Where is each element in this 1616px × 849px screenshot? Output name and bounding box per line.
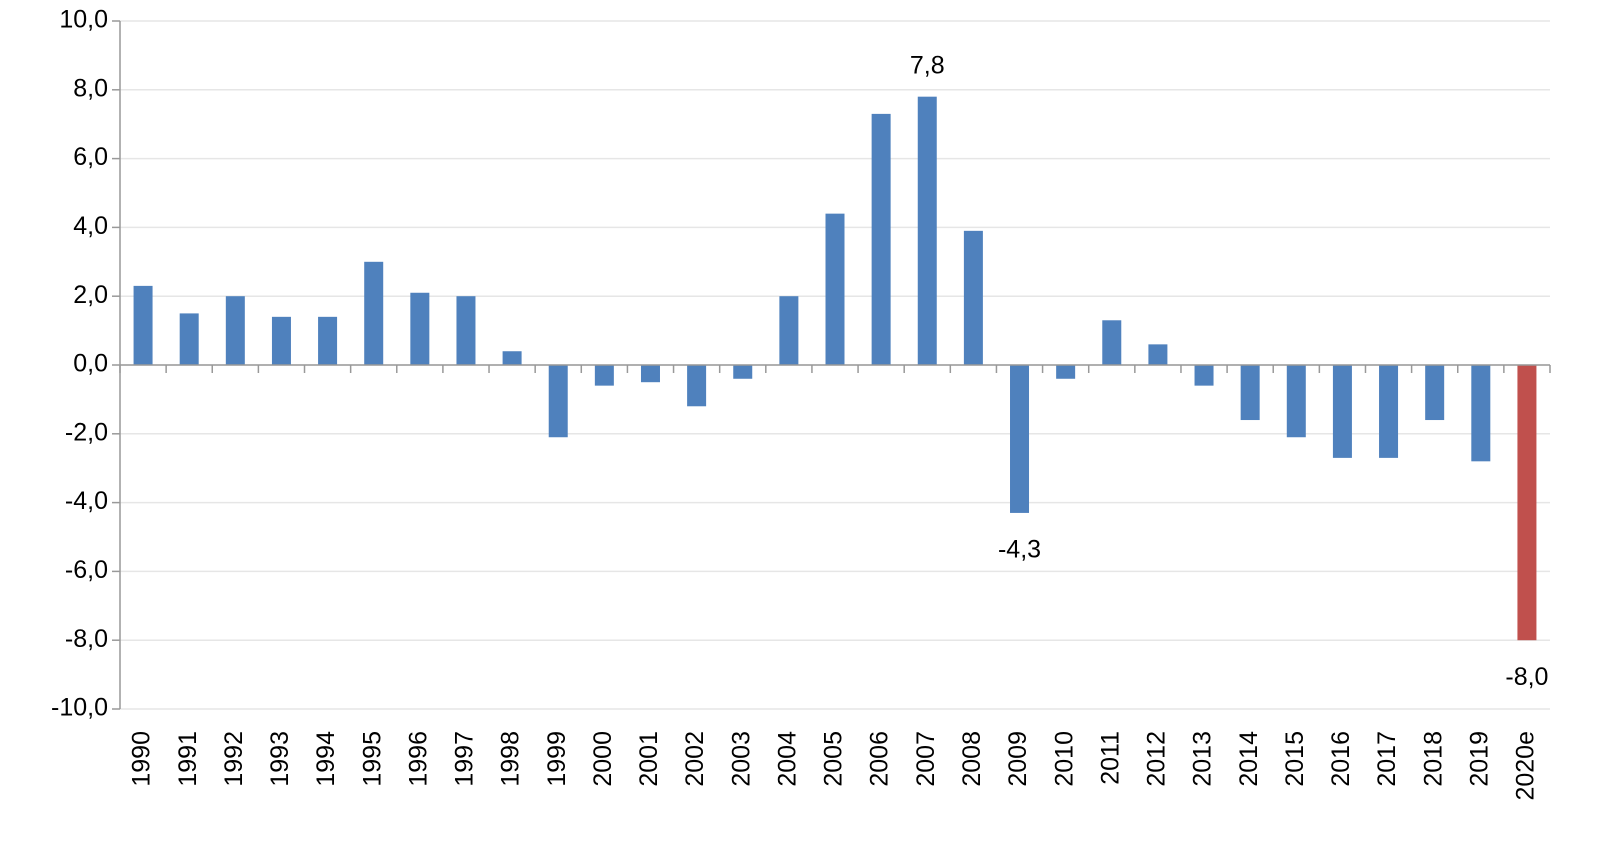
x-tick-label: 2000: [589, 731, 617, 787]
x-tick-label: 2003: [727, 731, 755, 787]
x-tick-label: 2016: [1327, 731, 1355, 787]
x-tick-label: 1994: [312, 731, 340, 787]
bar: [271, 316, 291, 365]
bar: [1332, 365, 1352, 458]
y-tick-label: 8,0: [73, 74, 108, 102]
x-tick-label: 2007: [912, 731, 940, 787]
y-tick-label: -2,0: [65, 418, 108, 446]
bar: [1286, 365, 1306, 438]
y-tick-label: 4,0: [73, 212, 108, 240]
bar: [1379, 365, 1399, 458]
bar: [456, 296, 476, 365]
x-tick-label: 2008: [958, 731, 986, 787]
x-tick-label: 2009: [1004, 731, 1032, 787]
x-tick-label: 1993: [266, 731, 294, 787]
x-tick-label: 1992: [220, 731, 248, 787]
x-tick-label: 1999: [543, 731, 571, 787]
bar: [133, 285, 153, 365]
bar: [594, 365, 614, 386]
x-tick-label: 2002: [681, 731, 709, 787]
y-tick-label: -8,0: [65, 625, 108, 653]
x-tick-label: 2015: [1281, 731, 1309, 787]
bar: [1517, 365, 1537, 641]
bar: [1102, 320, 1122, 365]
bar: [1010, 365, 1030, 513]
bar: [1056, 365, 1076, 379]
bar: [364, 261, 384, 365]
bar: [410, 292, 430, 365]
x-tick-label: 2011: [1096, 731, 1124, 785]
bar: [318, 316, 338, 365]
x-tick-label: 2017: [1373, 731, 1401, 787]
bar: [502, 351, 522, 365]
x-tick-label: 2006: [866, 731, 894, 787]
x-tick-label: 2005: [820, 731, 848, 787]
bar: [1194, 365, 1214, 386]
y-tick-label: -6,0: [65, 556, 108, 584]
y-tick-label: 6,0: [73, 143, 108, 171]
y-tick-label: -4,0: [65, 487, 108, 515]
data-label: -4,3: [998, 536, 1041, 564]
bar: [733, 365, 753, 379]
x-tick-label: 2018: [1419, 731, 1447, 787]
bar: [1148, 344, 1168, 365]
bar: [687, 365, 707, 407]
bar: [225, 296, 245, 365]
x-tick-label: 2013: [1189, 731, 1217, 787]
bar: [640, 365, 660, 383]
x-tick-label: 2012: [1143, 731, 1171, 787]
x-tick-label: 2019: [1465, 731, 1493, 787]
bar: [917, 96, 937, 366]
x-tick-label: 1991: [174, 731, 202, 787]
x-tick-label: 2004: [773, 731, 801, 787]
x-tick-label: 1996: [404, 731, 432, 787]
x-tick-label: 2020e: [1512, 731, 1540, 801]
bar: [871, 113, 891, 365]
bar: [963, 230, 983, 365]
bar: [1240, 365, 1260, 421]
bar: [548, 365, 568, 438]
x-tick-label: 1995: [358, 731, 386, 787]
y-tick-label: 0,0: [73, 350, 108, 378]
bar: [1425, 365, 1445, 421]
bar: [1471, 365, 1491, 462]
bar: [179, 313, 199, 365]
bar: [825, 213, 845, 365]
bar: [779, 296, 799, 365]
y-tick-label: 10,0: [59, 6, 108, 34]
data-label: 7,8: [910, 51, 945, 79]
x-tick-label: 1997: [451, 731, 479, 787]
x-tick-label: 2014: [1235, 731, 1263, 787]
y-tick-label: 2,0: [73, 281, 108, 309]
x-tick-label: 2001: [635, 731, 663, 787]
y-tick-label: -10,0: [51, 694, 108, 722]
x-tick-label: 1998: [497, 731, 525, 787]
x-tick-label: 1990: [128, 731, 156, 787]
data-label: -8,0: [1505, 663, 1548, 691]
x-tick-label: 2010: [1050, 731, 1078, 787]
